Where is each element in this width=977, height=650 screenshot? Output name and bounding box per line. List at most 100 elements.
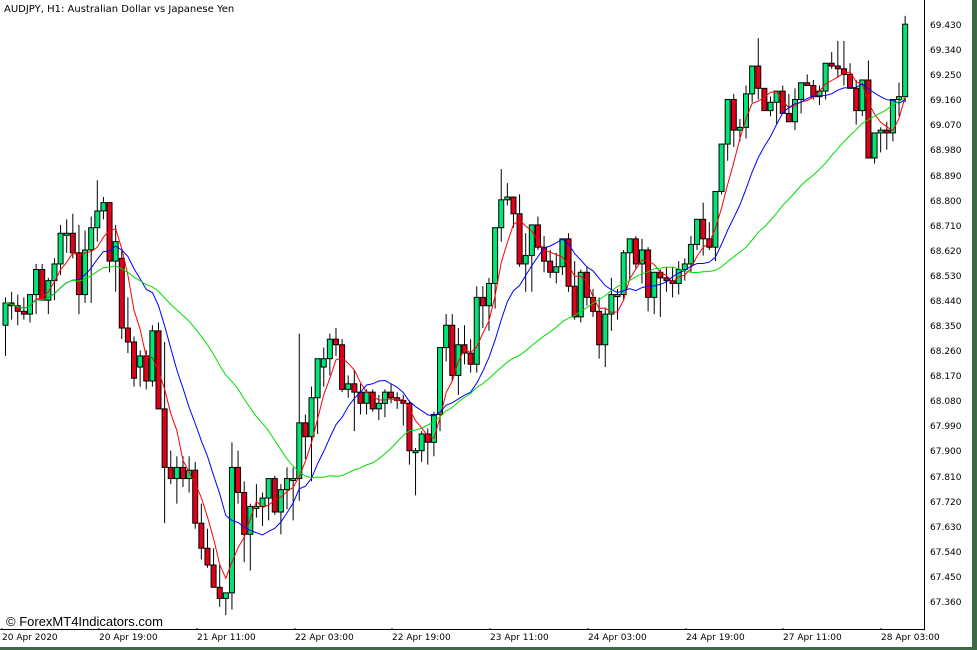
price-tick-label: 67.450	[930, 572, 962, 583]
price-tick-label: 68.080	[930, 397, 962, 408]
candle	[840, 40, 847, 86]
candle	[596, 297, 603, 359]
candle	[614, 289, 621, 320]
candle	[179, 456, 186, 487]
candle	[485, 277, 492, 331]
frame-edge-right	[972, 0, 977, 650]
candle	[39, 263, 46, 301]
candle	[247, 503, 254, 571]
candle	[241, 481, 248, 563]
chart-plot-area[interactable]	[0, 0, 925, 630]
candle	[730, 93, 737, 147]
candle	[479, 286, 486, 329]
price-tick-label: 67.720	[930, 497, 962, 508]
candlestick-chart	[1, 15, 925, 630]
candle	[388, 383, 395, 404]
price-tick-label: 68.350	[930, 322, 962, 333]
candle	[804, 74, 811, 87]
candle	[149, 325, 156, 387]
candle	[749, 65, 756, 103]
candle	[541, 236, 548, 273]
candle	[847, 63, 854, 89]
frame-edge-bottom	[0, 647, 977, 650]
candle	[69, 213, 76, 259]
price-tick-label: 69.070	[930, 121, 962, 132]
price-tick-label: 67.990	[930, 422, 962, 433]
candle	[106, 202, 113, 273]
candle	[767, 96, 774, 117]
price-tick-label: 68.440	[930, 296, 962, 307]
candle	[694, 218, 701, 250]
candle	[473, 286, 480, 373]
candle	[210, 548, 217, 588]
candle	[896, 82, 903, 117]
candle	[424, 428, 431, 465]
time-tick-label: 28 Apr 03:00	[881, 633, 940, 643]
candle	[828, 52, 835, 69]
price-tick-label: 68.620	[930, 246, 962, 257]
candle	[94, 180, 101, 242]
slow-ma-line	[5, 97, 906, 479]
time-tick-label: 24 Apr 19:00	[686, 633, 745, 643]
candle	[547, 249, 554, 278]
candle	[369, 389, 376, 412]
fast-ma-line	[5, 71, 906, 580]
price-tick-label: 69.250	[930, 71, 962, 82]
candle	[228, 442, 235, 610]
candle	[583, 266, 590, 306]
candle	[773, 90, 780, 125]
price-tick-label: 69.430	[930, 21, 962, 31]
candle	[620, 249, 627, 301]
candle	[449, 314, 456, 382]
price-tick-label: 68.710	[930, 221, 962, 232]
candle	[192, 461, 199, 529]
candle	[186, 456, 193, 493]
candle	[755, 38, 762, 100]
candle	[259, 492, 266, 526]
candle	[88, 216, 95, 303]
candle	[651, 271, 658, 315]
candle	[381, 389, 388, 418]
candle	[173, 456, 180, 504]
candle	[632, 236, 639, 270]
candle	[326, 333, 333, 376]
candle	[75, 224, 82, 315]
candle	[124, 297, 131, 354]
medium-ma-line	[5, 83, 906, 536]
candle	[137, 350, 144, 387]
candle	[798, 82, 805, 114]
candle	[314, 358, 321, 434]
candle	[743, 85, 750, 139]
candle	[498, 169, 505, 242]
candle	[63, 219, 70, 253]
time-tick-label: 23 Apr 11:00	[490, 633, 549, 643]
candle	[859, 79, 866, 117]
candle	[657, 269, 664, 317]
candle	[296, 333, 303, 501]
price-tick-label: 67.810	[930, 472, 962, 483]
price-tick-label: 68.980	[930, 146, 962, 157]
candle	[522, 233, 529, 292]
candle	[204, 528, 211, 568]
candle	[418, 431, 425, 462]
candle	[877, 127, 884, 153]
price-tick-label: 69.160	[930, 96, 962, 107]
candle	[626, 238, 633, 281]
time-tick-label: 22 Apr 19:00	[392, 633, 451, 643]
candle	[602, 308, 609, 368]
price-tick-label: 68.890	[930, 171, 962, 182]
chart-title: AUDJPY, H1: Australian Dollar vs Japanes…	[4, 4, 235, 15]
candle	[504, 183, 511, 206]
price-tick-label: 68.530	[930, 271, 962, 282]
candle	[332, 328, 339, 356]
candle	[26, 294, 33, 323]
candle	[577, 269, 584, 323]
candle	[865, 60, 872, 159]
candle	[718, 143, 725, 195]
candle	[167, 450, 174, 485]
candle	[889, 98, 896, 142]
time-tick-label: 21 Apr 11:00	[197, 633, 256, 643]
candle	[663, 266, 670, 292]
candle	[8, 291, 15, 320]
